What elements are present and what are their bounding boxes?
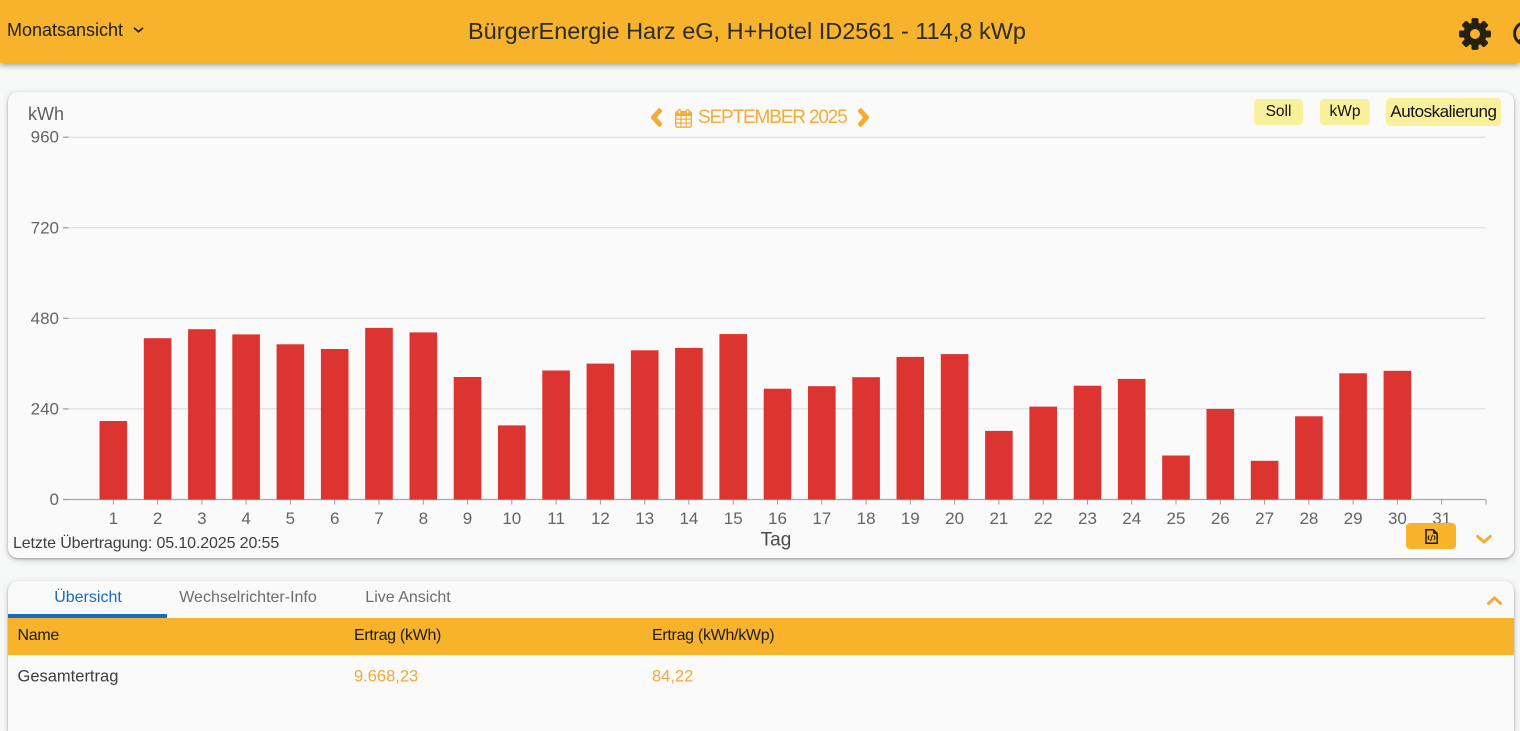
svg-text:3: 3 (197, 509, 206, 528)
svg-text:960: 960 (31, 128, 59, 147)
svg-text:17: 17 (812, 509, 831, 528)
svg-text:22: 22 (1034, 509, 1053, 528)
svg-text:27: 27 (1255, 509, 1274, 528)
svg-text:14: 14 (679, 509, 698, 528)
svg-text:720: 720 (31, 218, 59, 237)
svg-text:28: 28 (1299, 509, 1318, 528)
svg-text:12: 12 (591, 509, 610, 528)
svg-text:21: 21 (989, 509, 1008, 528)
svg-text:20: 20 (945, 509, 964, 528)
svg-text:15: 15 (724, 509, 743, 528)
svg-text:19: 19 (901, 509, 920, 528)
svg-text:2: 2 (153, 509, 162, 528)
svg-text:0: 0 (50, 490, 59, 509)
svg-text:29: 29 (1344, 509, 1363, 528)
svg-text:25: 25 (1167, 509, 1186, 528)
svg-text:24: 24 (1122, 509, 1141, 528)
svg-text:7: 7 (374, 509, 383, 528)
svg-text:6: 6 (330, 509, 339, 528)
svg-text:23: 23 (1078, 509, 1097, 528)
svg-text:Tag: Tag (761, 530, 792, 551)
svg-text:9: 9 (463, 509, 472, 528)
svg-text:8: 8 (419, 509, 428, 528)
svg-text:30: 30 (1388, 509, 1407, 528)
svg-text:11: 11 (547, 509, 565, 528)
svg-text:4: 4 (241, 509, 250, 528)
svg-text:1: 1 (109, 509, 118, 528)
svg-text:16: 16 (768, 509, 787, 528)
svg-text:480: 480 (31, 309, 59, 328)
svg-text:5: 5 (286, 509, 295, 528)
svg-text:26: 26 (1211, 509, 1230, 528)
svg-text:10: 10 (502, 509, 521, 528)
svg-text:13: 13 (635, 509, 654, 528)
svg-text:240: 240 (31, 399, 59, 418)
svg-text:18: 18 (857, 509, 876, 528)
